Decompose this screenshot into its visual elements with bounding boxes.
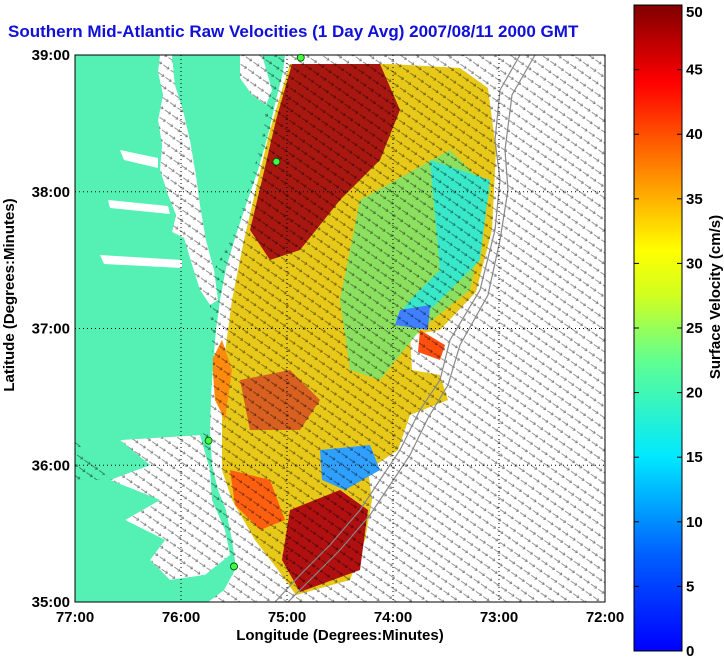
colorbar-tick-label: 40 — [686, 126, 703, 143]
colorbar-tick-label: 30 — [686, 255, 703, 272]
colorbar-tick-label: 50 — [686, 4, 703, 21]
x-tick-label: 72:00 — [586, 609, 624, 626]
colorbar-tick-label: 15 — [686, 449, 703, 466]
station-marker — [230, 562, 238, 571]
x-axis-label: Longitude (Degrees:Minutes) — [236, 627, 444, 644]
colorbar-tick-label: 20 — [686, 385, 703, 402]
colorbar-tick-label: 35 — [686, 191, 703, 208]
x-tick-label: 75:00 — [268, 609, 306, 626]
colorbar-tick-label: 5 — [686, 578, 694, 595]
y-tick-label: 39:00 — [32, 47, 70, 64]
y-tick-label: 35:00 — [32, 594, 70, 611]
station-marker — [296, 53, 305, 62]
x-tick-labels: 77:00 76:00 75:00 74:00 73:00 72:00 — [56, 609, 624, 626]
x-tick-label: 77:00 — [56, 609, 94, 626]
x-tick-label: 76:00 — [162, 609, 200, 626]
x-tick-label: 73:00 — [480, 609, 518, 626]
radar-stations — [204, 53, 305, 571]
station-marker — [204, 436, 213, 445]
colorbar-label: Surface Velocity (cm/s) — [707, 215, 724, 379]
plot-frame — [74, 54, 606, 603]
colorbar-tick-label: 45 — [686, 62, 703, 79]
colorbar — [633, 4, 683, 652]
colorbar-tick-label: 10 — [686, 514, 703, 531]
y-axis-label: Latitude (Degrees:Minutes) — [1, 198, 18, 391]
y-tick-labels: 39:00 38:00 37:00 36:00 35:00 — [32, 47, 70, 611]
grid-lines — [75, 55, 605, 602]
x-tick-label: 74:00 — [374, 609, 412, 626]
y-tick-label: 37:00 — [32, 321, 70, 338]
colorbar-tick-label: 0 — [686, 643, 694, 659]
station-marker — [272, 157, 281, 166]
map-title: Southern Mid-Atlantic Raw Velocities (1 … — [8, 22, 579, 41]
colorbar-tick-label: 25 — [686, 320, 703, 337]
y-tick-label: 36:00 — [32, 457, 70, 474]
y-tick-label: 38:00 — [32, 184, 70, 201]
